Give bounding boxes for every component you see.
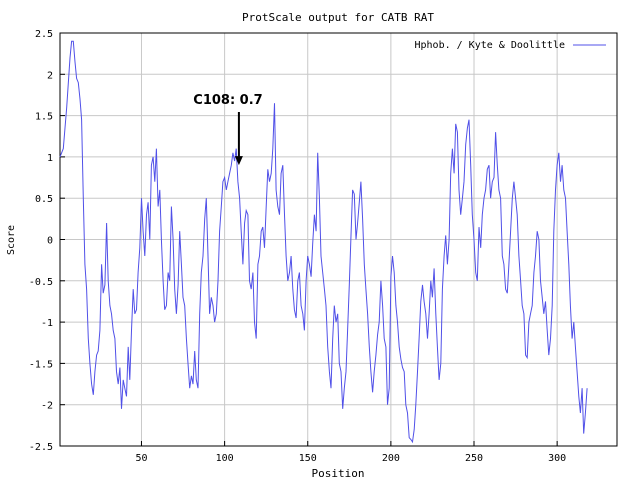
y-tick-label: -0.5	[29, 277, 53, 288]
x-tick-label: 200	[382, 453, 400, 464]
y-tick-label: -2.5	[29, 442, 53, 453]
x-tick-label: 100	[216, 453, 234, 464]
y-tick-label: 1.5	[35, 112, 53, 123]
x-tick-label: 300	[548, 453, 566, 464]
plot-frame	[59, 32, 618, 447]
y-tick-label: 0	[47, 236, 53, 247]
x-tick-label: 150	[299, 453, 317, 464]
y-tick-label: -1.5	[29, 359, 53, 370]
y-tick-label: 1	[47, 153, 53, 164]
series-line	[59, 40, 588, 444]
annotation: C108: 0.7	[193, 93, 263, 166]
annotation-label: C108: 0.7	[193, 93, 262, 108]
legend: Hphob. / Kyte & Doolittle	[414, 40, 606, 51]
y-axis-label: Score	[6, 225, 17, 255]
annotation-arrowhead	[234, 156, 243, 166]
x-axis: 50 100 150 200 250 300	[135, 441, 566, 464]
y-tick-label: -2	[41, 401, 53, 412]
x-axis-label: Position	[312, 467, 365, 480]
x-tick-label: 50	[135, 453, 147, 464]
x-tick-label: 250	[465, 453, 483, 464]
legend-label: Hphob. / Kyte & Doolittle	[414, 40, 565, 51]
chart-title: ProtScale output for CATB RAT	[242, 11, 434, 24]
y-tick-label: -1	[41, 318, 53, 329]
y-tick-label: 2	[47, 70, 53, 81]
y-tick-label: 0.5	[35, 194, 53, 205]
y-axis: -2.5 -2 -1.5 -1 -0.5 0 0.5 1 1.5 2 2.5	[29, 29, 65, 453]
y-tick-label: 2.5	[35, 29, 53, 40]
